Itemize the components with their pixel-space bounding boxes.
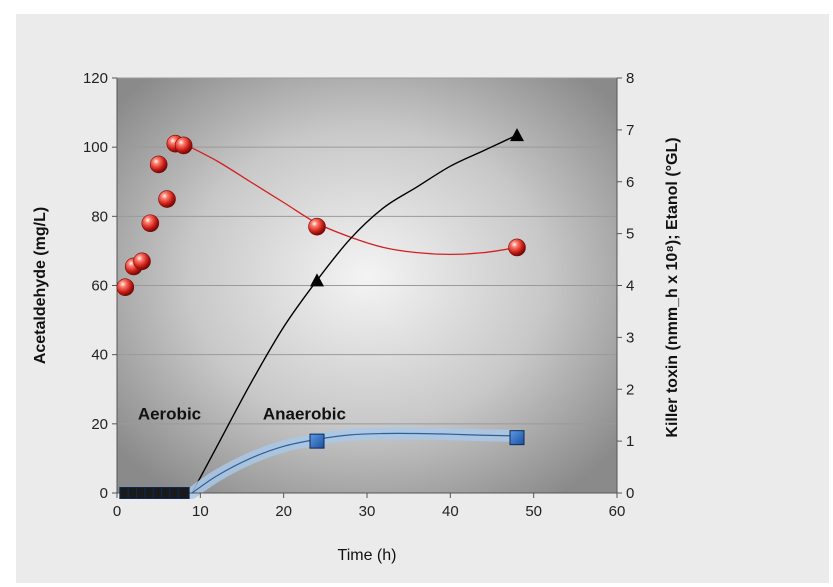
y-tick-label: 120 <box>83 70 108 87</box>
y2-tick-label: 1 <box>626 433 634 450</box>
y2-tick-label: 2 <box>626 381 634 398</box>
data-point-triangle <box>510 128 524 142</box>
data-point-triangle <box>310 273 324 287</box>
data-point-sphere <box>174 136 193 155</box>
region-label: Anaerobic <box>263 404 346 423</box>
x-tick-label: 0 <box>113 503 121 520</box>
data-point-sphere <box>149 155 168 174</box>
y2-tick-label: 3 <box>626 329 634 346</box>
x-tick-label: 20 <box>275 503 292 520</box>
y-tick-label: 0 <box>100 485 108 502</box>
data-point-sphere <box>158 190 176 208</box>
y2-tick-label: 8 <box>626 70 634 87</box>
y-tick-label: 40 <box>91 347 108 364</box>
data-markers <box>116 128 526 499</box>
data-point-sphere <box>141 214 160 233</box>
y2-tick-label: 5 <box>626 226 634 243</box>
data-point-sphere <box>308 217 326 236</box>
y-axis-title: Acetaldehyde (mg/L) <box>32 207 49 364</box>
x-tick-label: 50 <box>525 503 542 520</box>
y2-tick-label: 6 <box>626 174 634 191</box>
y-tick-label: 20 <box>91 416 108 433</box>
region-label: Aerobic <box>138 404 201 423</box>
data-point-sphere <box>116 278 135 297</box>
y-tick-label: 100 <box>83 139 108 156</box>
x-tick-label: 60 <box>609 503 626 520</box>
x-axis-title: Time (h) <box>338 547 397 564</box>
x-tick-label: 30 <box>359 503 376 520</box>
trend-lines <box>183 134 523 499</box>
y-tick-label: 80 <box>91 208 108 225</box>
y2-tick-label: 7 <box>626 122 634 139</box>
trend-line-square-series <box>191 432 518 494</box>
trend-line-sphere-series <box>183 143 518 256</box>
y2-axis-title: Killer toxin (nmm_h x 10⁸); Etanol (°GL) <box>664 137 681 437</box>
x-tick-label: 40 <box>442 503 459 520</box>
data-point-square <box>509 430 525 446</box>
data-point-square <box>309 433 325 449</box>
data-point-sphere <box>133 252 151 271</box>
x-tick-label: 10 <box>192 503 209 520</box>
data-point-square <box>177 487 190 499</box>
y2-tick-label: 4 <box>626 278 634 295</box>
trend-line-triangle-series <box>191 134 518 494</box>
y-tick-label: 60 <box>91 278 108 295</box>
y2-tick-label: 0 <box>626 485 634 502</box>
data-point-sphere <box>508 238 526 257</box>
annotations: Aerobic Anaerobic <box>138 404 346 423</box>
